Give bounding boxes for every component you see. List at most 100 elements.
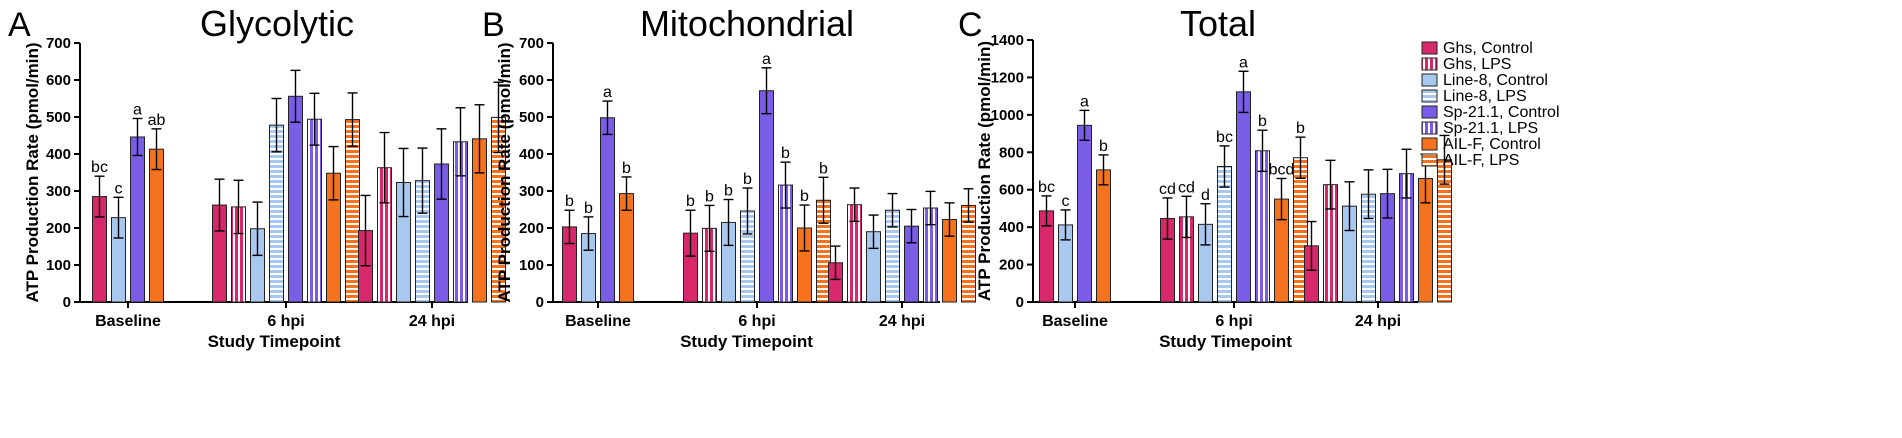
- x-tick-label-24-hpi: 24 hpi: [879, 313, 925, 330]
- y-tick-label: 0: [1016, 294, 1024, 311]
- bar-ghs-control-6-hpi: [212, 178, 227, 303]
- bar-line-8-control-baseline: b: [581, 200, 596, 303]
- bar-ghs-lps-24-hpi: [1323, 159, 1338, 303]
- bar-line-8-control-6-hpi: b: [721, 183, 736, 303]
- bar-line-8-control-baseline: c: [1058, 193, 1073, 303]
- bar-ail-f-control-baseline: b: [619, 160, 634, 303]
- y-tick-label: 700: [519, 35, 544, 52]
- y-tick-label: 300: [46, 183, 71, 200]
- bar-ail-f-control-24-hpi: [1418, 153, 1433, 303]
- legend-item-ail-f-control: AIL-F, Control: [1421, 136, 1541, 153]
- bar-sp-21-1-control-24-hpi: [1380, 168, 1395, 303]
- bar-ail-f-lps-24-hpi: [1437, 134, 1452, 303]
- legend-label: Sp-21.1, LPS: [1443, 120, 1538, 137]
- bar-line-8-control-6-hpi: [250, 201, 265, 303]
- y-tick-label: 1200: [991, 69, 1024, 86]
- y-axis-title: ATP Production Rate (pmol/min): [975, 41, 994, 301]
- chart-title: Total: [1180, 3, 1256, 44]
- bar-sp-21-1-lps-6-hpi: b: [1255, 113, 1270, 303]
- significance-label: ab: [148, 112, 166, 129]
- bar: [345, 119, 360, 303]
- bar-ghs-lps-6-hpi: b: [702, 188, 717, 303]
- bar: [307, 118, 322, 303]
- significance-label: a: [762, 51, 771, 68]
- bar: [600, 117, 615, 303]
- bar-line-8-control-24-hpi: [396, 147, 411, 303]
- bar-line-8-lps-6-hpi: b: [740, 171, 755, 303]
- bar-ghs-control-baseline: b: [562, 193, 577, 303]
- bar-sp-21-1-control-baseline: a: [130, 101, 145, 303]
- bar-ail-f-control-6-hpi: b: [797, 188, 812, 303]
- bar-sp-21-1-control-24-hpi: [904, 208, 919, 303]
- bar-ail-f-control-baseline: b: [1096, 138, 1111, 303]
- significance-label: bc: [1216, 129, 1233, 146]
- y-tick-label: 100: [46, 257, 71, 274]
- significance-label: b: [724, 183, 733, 200]
- y-tick-label: 200: [999, 257, 1024, 274]
- legend-swatch: [1421, 89, 1438, 103]
- bar-sp-21-1-control-6-hpi: a: [1236, 54, 1251, 303]
- significance-label: b: [819, 160, 828, 177]
- bar-sp-21-1-lps-24-hpi: [453, 107, 468, 303]
- bar-sp-21-1-control-24-hpi: [434, 128, 449, 303]
- bar: [288, 95, 303, 303]
- y-tick-label: 1400: [991, 32, 1024, 49]
- legend-item-sp-21-1-control: Sp-21.1, Control: [1421, 104, 1560, 121]
- legend-label: Line-8, LPS: [1443, 88, 1527, 105]
- bar-ghs-lps-6-hpi: cd: [1178, 179, 1195, 303]
- bar-line-8-lps-24-hpi: [415, 147, 430, 303]
- significance-label: b: [622, 160, 631, 177]
- legend-swatch: [1421, 105, 1438, 119]
- bar-sp-21-1-lps-24-hpi: [923, 190, 938, 303]
- significance-label: b: [584, 200, 593, 217]
- x-tick-label-24-hpi: 24 hpi: [1355, 313, 1401, 330]
- significance-label: b: [1258, 113, 1267, 130]
- panel-b: B Mitochondrial 0 100 200 300 400 500 600 700 ATP …: [482, 3, 976, 351]
- bar-ail-f-lps-6-hpi: b: [816, 160, 831, 303]
- x-tick-label-6-hpi: 6 hpi: [738, 313, 775, 330]
- significance-label: a: [1080, 93, 1089, 110]
- legend-swatch: [1421, 137, 1438, 151]
- panel-letter: B: [482, 6, 505, 44]
- bar: [149, 148, 164, 303]
- legend-label: Ghs, LPS: [1443, 56, 1511, 73]
- y-tick-label: 600: [519, 72, 544, 89]
- bar-ail-f-control-6-hpi: bcd: [1269, 161, 1295, 303]
- bar-ghs-control-24-hpi: [828, 245, 843, 303]
- y-tick-label: 0: [63, 294, 71, 311]
- x-tick-label-6-hpi: 6 hpi: [267, 313, 304, 330]
- bar-line-8-lps-24-hpi: [1361, 169, 1376, 303]
- significance-label: b: [565, 193, 574, 210]
- bar-ail-f-lps-24-hpi: [961, 188, 976, 303]
- significance-label: bc: [1038, 179, 1055, 196]
- bar-ghs-control-24-hpi: [358, 194, 373, 303]
- legend-label: Sp-21.1, Control: [1443, 104, 1560, 121]
- significance-label: b: [781, 145, 790, 162]
- y-tick-label: 400: [46, 146, 71, 163]
- bar-ail-f-lps-24-hpi: [491, 81, 506, 303]
- y-axis-title: ATP Production Rate (pmol/min): [495, 42, 514, 302]
- significance-label: b: [1099, 138, 1108, 155]
- chart-title: Mitochondrial: [640, 3, 854, 44]
- y-tick-label: 0: [536, 294, 544, 311]
- significance-label: c: [1062, 193, 1070, 210]
- x-tick-label-baseline: Baseline: [565, 313, 631, 330]
- legend-swatch: [1421, 41, 1438, 55]
- significance-label: bcd: [1269, 161, 1295, 178]
- significance-label: b: [705, 188, 714, 205]
- bar-sp-21-1-lps-6-hpi: [307, 92, 322, 303]
- legend-item-ail-f-lps: AIL-F, LPS: [1421, 152, 1519, 169]
- bar-ail-f-lps-6-hpi: [345, 92, 360, 303]
- x-axis-title: Study Timepoint: [680, 332, 813, 351]
- chart-title: Glycolytic: [200, 3, 354, 44]
- significance-label: a: [603, 84, 612, 101]
- x-axis-title: Study Timepoint: [1159, 332, 1292, 351]
- bar-sp-21-1-lps-6-hpi: b: [778, 145, 793, 303]
- legend-item-line-8-lps: Line-8, LPS: [1421, 88, 1527, 105]
- panel-letter: C: [958, 6, 983, 44]
- y-tick-label: 500: [46, 109, 71, 126]
- legend-swatch: [1421, 73, 1438, 87]
- bar-ghs-control-baseline: bc: [1038, 179, 1055, 303]
